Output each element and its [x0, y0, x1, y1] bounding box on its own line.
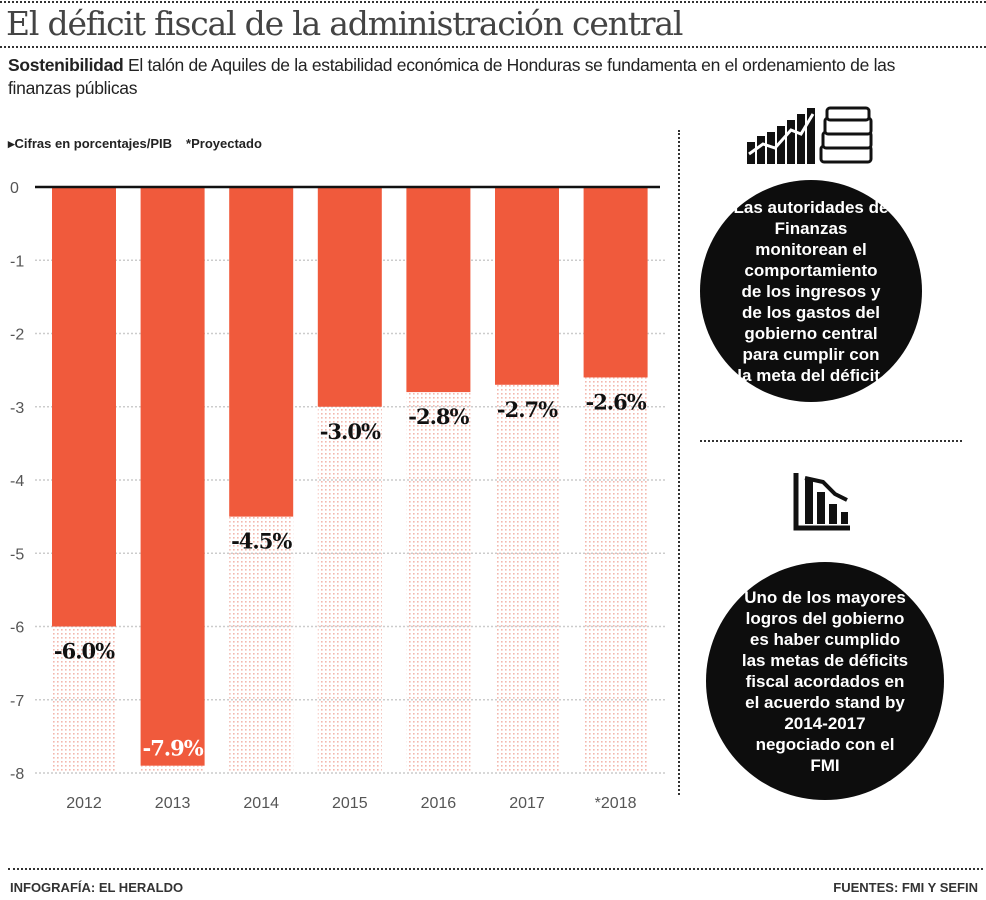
data-label: -2.7% [497, 397, 558, 422]
bar-remainder-dots [317, 406, 382, 773]
note-2: Uno de los mayores logros del gobierno e… [741, 587, 909, 775]
footer-sources: FUENTES: FMI Y SEFIN [833, 880, 978, 895]
x-tick-label: 2016 [421, 795, 457, 810]
data-label: -3.0% [320, 419, 381, 444]
y-tick-label: -4 [10, 473, 24, 490]
bar-chart: 0 -1 -2 -3 -4 -5 -6 -7 -8 -6.0% 2012 -7.9% 2013 -4.5%… [10, 180, 665, 810]
bar-remainder-dots [140, 765, 205, 773]
y-tick-label: -2 [10, 327, 24, 344]
info-circle-1: Las autoridades de Finanzas monitorean e… [700, 180, 922, 402]
bar-remainder-dots [583, 377, 648, 773]
side-divider [700, 440, 962, 442]
legend-projected: *Proyectado [186, 136, 262, 151]
info-circle-2: Uno de los mayores logros del gobierno e… [706, 562, 944, 800]
y-tick-label: -3 [10, 400, 24, 417]
bar-2017 [495, 187, 559, 385]
bar-2016 [406, 187, 471, 393]
x-tick-label: 2015 [332, 795, 368, 810]
data-label: -2.6% [585, 389, 646, 414]
title-rule [0, 46, 986, 48]
bar-*2018 [583, 187, 648, 378]
legend: ▸Cifras en porcentajes/PIB *Proyectado [8, 136, 276, 152]
footer-rule [8, 868, 983, 870]
y-tick-label: -7 [10, 693, 24, 710]
y-tick-label: -8 [10, 766, 24, 783]
bar-growth-and-money-stack-icon [747, 106, 873, 164]
vertical-divider [678, 130, 680, 795]
chart-title: El déficit fiscal de la administración c… [6, 4, 683, 43]
bar-2013 [140, 187, 205, 766]
y-tick-label: -5 [10, 546, 24, 563]
data-label: -4.5% [231, 529, 292, 554]
top-rule [0, 1, 986, 3]
bar-2012 [52, 187, 116, 627]
data-label: -7.9% [142, 736, 203, 761]
y-tick-label: -6 [10, 620, 24, 637]
subtitle: Sostenibilidad El talón de Aquiles de la… [8, 54, 958, 100]
bar-2014 [229, 187, 294, 517]
x-tick-label: 2013 [155, 795, 191, 810]
x-tick-label: *2018 [595, 795, 637, 810]
x-tick-label: 2017 [509, 795, 545, 810]
declining-bar-chart-icon [793, 473, 850, 531]
bar-remainder-dots [495, 384, 559, 773]
x-tick-label: 2014 [243, 795, 279, 810]
data-label: -2.8% [408, 404, 469, 429]
y-tick-label: 0 [10, 180, 19, 197]
y-tick-label: -1 [10, 253, 24, 270]
subtitle-lead: Sostenibilidad [8, 55, 124, 75]
bar-remainder-dots [229, 516, 294, 773]
x-tick-label: 2012 [66, 795, 102, 810]
subtitle-text: El talón de Aquiles de la estabilidad ec… [8, 55, 896, 98]
bar-2015 [317, 187, 382, 407]
note-1: Las autoridades de Finanzas monitorean e… [733, 197, 889, 385]
legend-units: ▸Cifras en porcentajes/PIB [8, 136, 173, 151]
bar-remainder-dots [406, 392, 471, 773]
footer-credit: INFOGRAFÍA: EL HERALDO [10, 880, 184, 895]
data-label: -6.0% [54, 639, 115, 664]
